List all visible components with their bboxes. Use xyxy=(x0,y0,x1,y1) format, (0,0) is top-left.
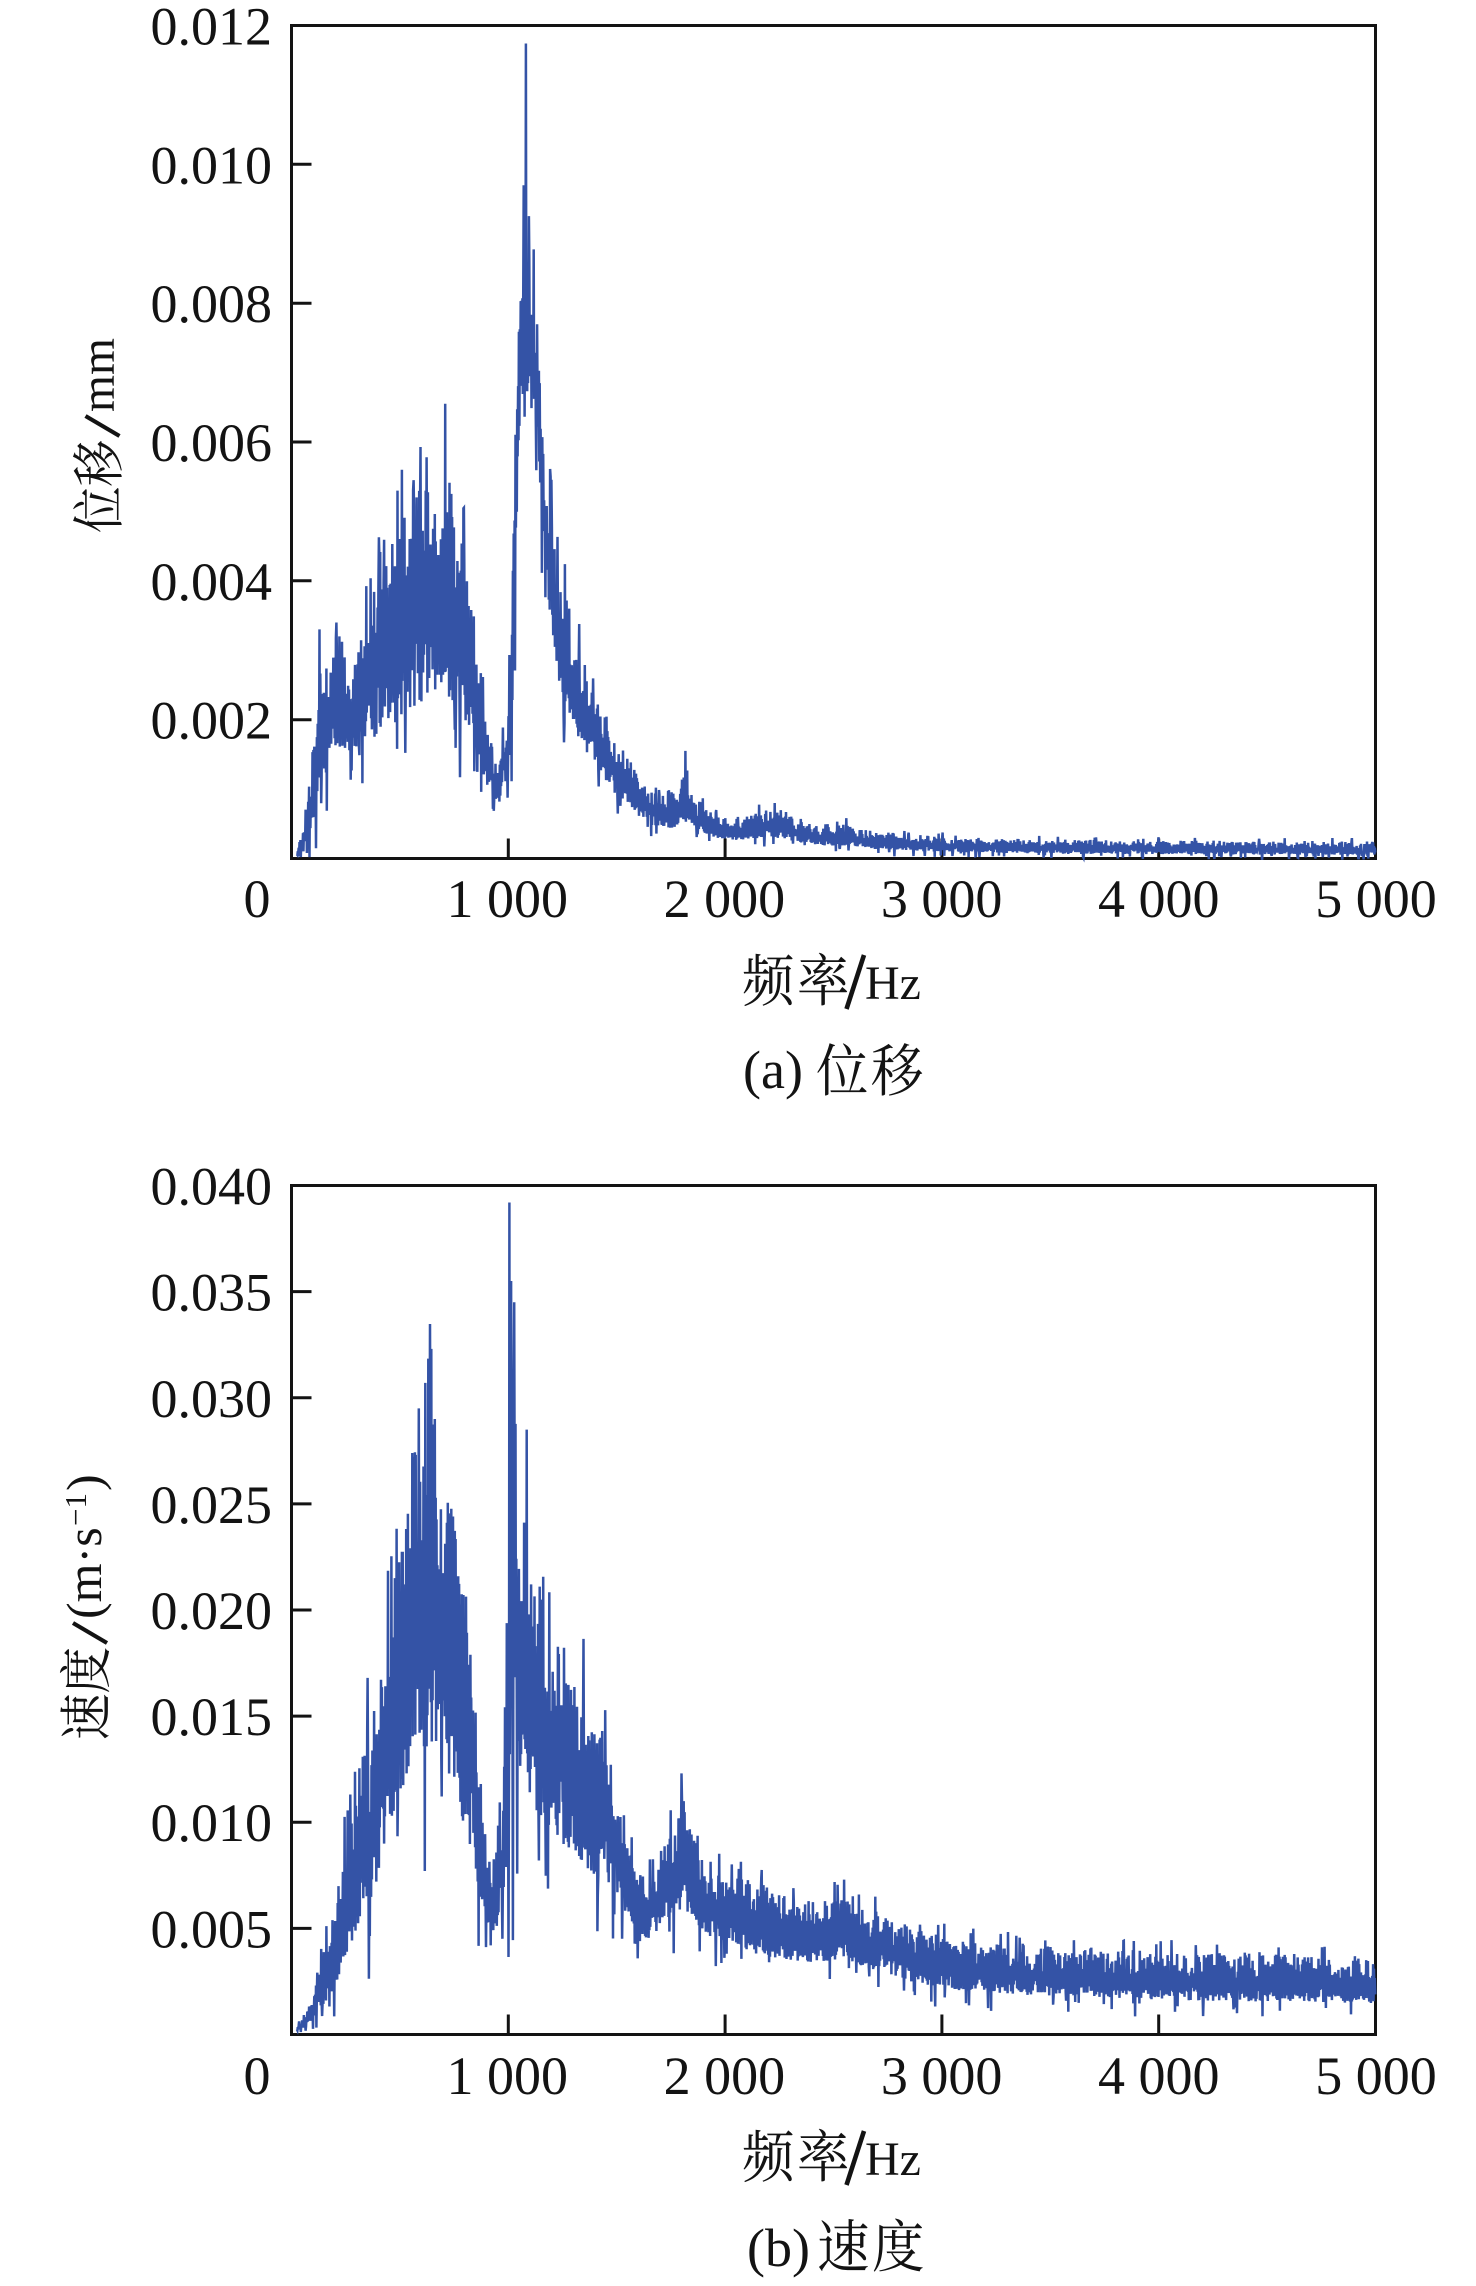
svg-text:0.030: 0.030 xyxy=(151,1369,273,1429)
svg-text:0.004: 0.004 xyxy=(151,552,273,612)
svg-text:0.005: 0.005 xyxy=(151,1899,273,1959)
svg-text:3 000: 3 000 xyxy=(881,2046,1003,2106)
svg-text:0.010: 0.010 xyxy=(151,1793,273,1853)
svg-text:0.008: 0.008 xyxy=(151,274,273,334)
svg-text:5 000: 5 000 xyxy=(1315,869,1437,929)
svg-text:Hz: Hz xyxy=(865,2133,921,2186)
svg-text:2 000: 2 000 xyxy=(664,2046,786,2106)
svg-text:0.012: 0.012 xyxy=(151,0,273,57)
svg-text:0.002: 0.002 xyxy=(151,691,273,751)
svg-text:0: 0 xyxy=(244,869,271,929)
svg-text:0.006: 0.006 xyxy=(151,413,273,473)
svg-text:0.040: 0.040 xyxy=(151,1157,273,1217)
svg-text:2 000: 2 000 xyxy=(664,869,786,929)
svg-text:1 000: 1 000 xyxy=(446,2046,568,2106)
svg-text:1 000: 1 000 xyxy=(446,869,568,929)
svg-text:3 000: 3 000 xyxy=(881,869,1003,929)
svg-text:0.010: 0.010 xyxy=(151,135,273,195)
svg-text:mm: mm xyxy=(73,338,125,412)
svg-text:0: 0 xyxy=(244,2046,271,2106)
svg-text:(b): (b) xyxy=(747,2218,810,2278)
svg-text:4 000: 4 000 xyxy=(1098,869,1220,929)
svg-text:Hz: Hz xyxy=(865,957,921,1010)
svg-text:(a): (a) xyxy=(743,1040,803,1100)
svg-text:(m·s: (m·s xyxy=(56,1527,112,1619)
svg-text:0.020: 0.020 xyxy=(151,1581,273,1641)
svg-text:5 000: 5 000 xyxy=(1315,2046,1437,2106)
svg-text:0.025: 0.025 xyxy=(151,1475,273,1535)
svg-text:4 000: 4 000 xyxy=(1098,2046,1220,2106)
svg-text:−1: −1 xyxy=(58,1493,93,1526)
svg-text:): ) xyxy=(56,1474,112,1491)
svg-text:0.035: 0.035 xyxy=(151,1263,273,1323)
svg-text:0.015: 0.015 xyxy=(151,1687,273,1747)
